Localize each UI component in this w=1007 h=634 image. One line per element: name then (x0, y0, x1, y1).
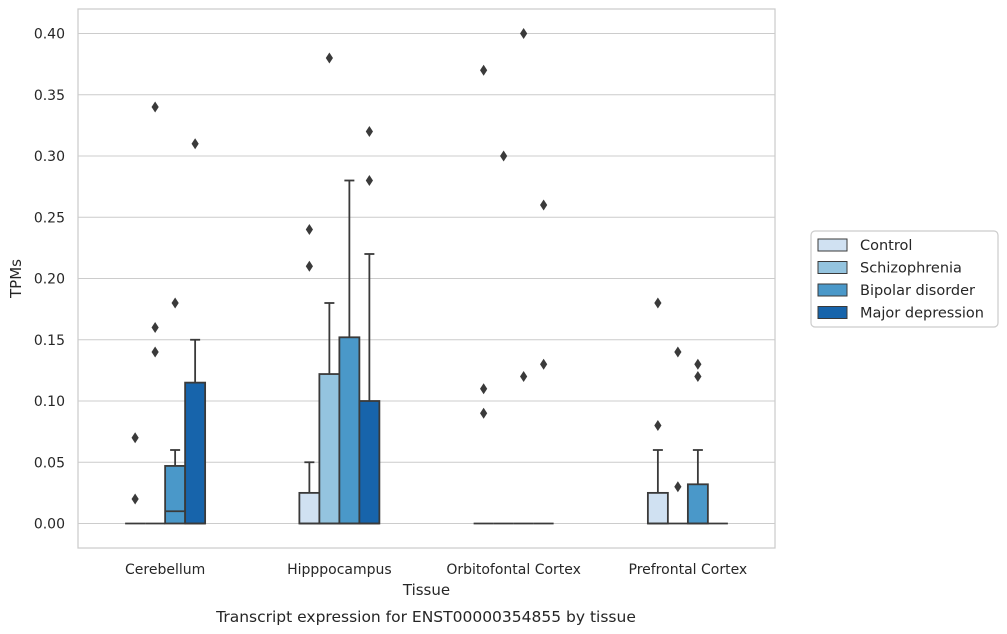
outlier-point (325, 52, 333, 64)
outlier-point (674, 481, 682, 493)
box (358, 400, 381, 525)
legend-swatch (817, 238, 848, 252)
box (164, 465, 187, 525)
box (298, 491, 321, 525)
outlier-point (151, 322, 159, 333)
box (686, 483, 709, 525)
outlier-point (151, 346, 159, 358)
outlier-point (694, 358, 702, 370)
outlier-point (500, 150, 508, 162)
x-tick-label: Orbitofontal Cortex (446, 562, 581, 578)
y-tick-label: 0.30 (34, 149, 65, 165)
outlier-point (365, 175, 373, 186)
outlier-point (520, 371, 528, 382)
box (646, 491, 669, 525)
x-tick-label: Cerebellum (125, 562, 205, 578)
legend-swatch (817, 261, 848, 274)
y-axis-ticks: 0.00 0.05 0.10 0.15 0.20 0.25 0.30 0.35 0.40 (34, 27, 65, 533)
outlier-point (480, 64, 488, 76)
x-tick-label: Prefrontal Cortex (629, 562, 748, 578)
x-axis-ticks: Cerebellum Hipppocampus Orbitofontal Corte… (125, 562, 747, 578)
outlier-point (480, 383, 488, 395)
y-tick-label: 0.15 (34, 333, 65, 349)
y-tick-label: 0.20 (34, 272, 65, 288)
y-tick-label: 0.40 (34, 27, 65, 43)
outlier-point (131, 493, 139, 505)
box (318, 373, 341, 525)
box (184, 381, 207, 525)
legend-label: Major depression (860, 306, 984, 322)
y-tick-label: 0.25 (34, 210, 65, 226)
legend-label: Schizophrenia (860, 261, 962, 277)
chart-caption: Transcript expression for ENST0000035485… (215, 608, 636, 626)
y-tick-label: 0.35 (34, 88, 65, 104)
outlier-point (654, 420, 662, 431)
box-plot-area (125, 28, 728, 525)
outlier-point (520, 28, 528, 39)
outlier-point (540, 358, 548, 370)
outlier-point (171, 297, 179, 309)
outlier-point (480, 407, 488, 419)
outlier-point (151, 101, 159, 113)
legend-swatch (817, 306, 848, 319)
x-axis-label: Tissue (402, 581, 450, 599)
outlier-point (365, 126, 373, 137)
outlier-point (305, 224, 313, 235)
outlier-point (694, 371, 702, 382)
y-tick-label: 0.10 (34, 394, 65, 410)
y-tick-label: 0.05 (34, 455, 65, 471)
y-axis-label: TPMs (7, 259, 25, 299)
outlier-point (674, 346, 682, 358)
legend-label: Control (860, 238, 912, 254)
outlier-point (540, 199, 548, 211)
legend: Control Schizophrenia Bipolar disorder Majo… (810, 230, 999, 328)
legend-swatch (817, 283, 848, 297)
outlier-point (131, 432, 139, 444)
x-tick-label: Hipppocampus (287, 562, 392, 578)
legend-label: Bipolar disorder (860, 283, 975, 299)
box (338, 336, 361, 525)
y-tick-label: 0.00 (34, 517, 65, 533)
legend-box (810, 230, 999, 328)
outlier-point (654, 297, 662, 309)
grid-lines (78, 32, 775, 525)
outlier-point (191, 138, 199, 150)
plot-frame (77, 8, 776, 549)
outlier-point (305, 260, 313, 272)
